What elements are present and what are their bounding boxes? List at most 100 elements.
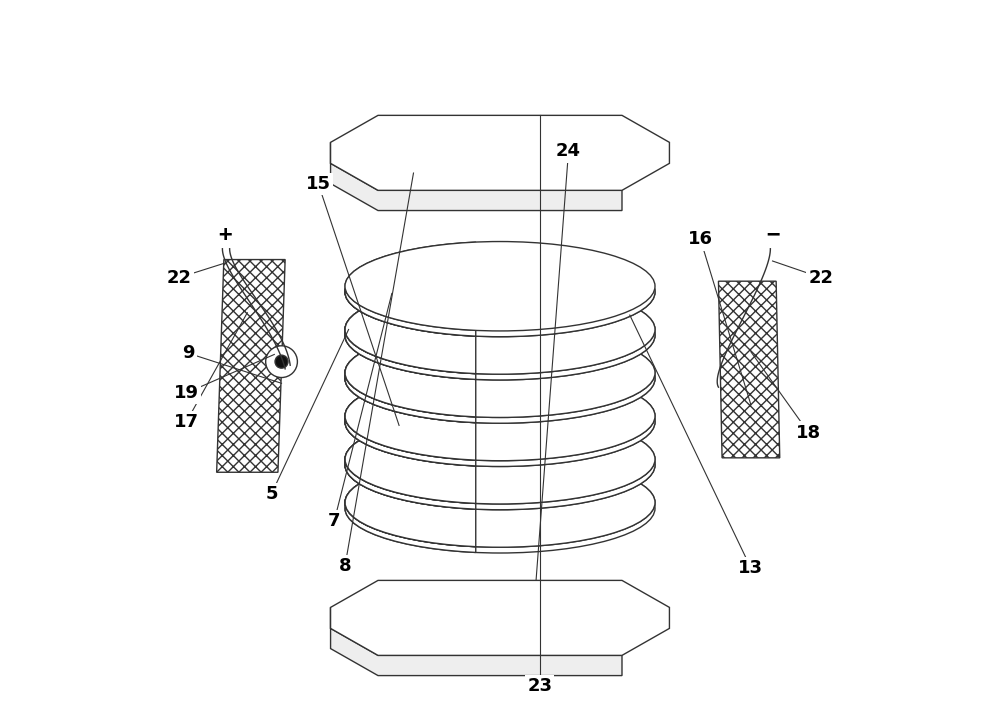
- Point: [505, 298, 521, 310]
- Point: [588, 433, 604, 445]
- Point: [505, 428, 521, 440]
- Point: [473, 341, 489, 353]
- Point: [456, 340, 472, 352]
- Point: [573, 348, 589, 359]
- Point: [433, 433, 449, 445]
- Point: [481, 345, 497, 357]
- Point: [636, 373, 652, 384]
- Point: [614, 433, 630, 444]
- Point: [470, 389, 486, 401]
- Point: [574, 355, 590, 366]
- Point: [479, 348, 495, 360]
- Point: [558, 340, 574, 352]
- Point: [443, 362, 459, 373]
- Point: [436, 311, 452, 323]
- Point: [557, 362, 573, 373]
- Point: [427, 437, 443, 448]
- Point: [467, 394, 483, 405]
- Point: [623, 360, 639, 371]
- Point: [591, 294, 607, 306]
- Point: [542, 384, 558, 396]
- Point: [553, 267, 569, 278]
- Point: [561, 450, 577, 461]
- Point: [469, 296, 485, 308]
- Point: [486, 306, 502, 318]
- Point: [581, 470, 597, 482]
- Point: [371, 352, 387, 363]
- Point: [428, 277, 444, 288]
- Point: [365, 320, 381, 332]
- Point: [569, 340, 585, 351]
- Text: 18: 18: [796, 424, 821, 441]
- Point: [454, 299, 470, 311]
- Point: [532, 327, 548, 339]
- Point: [361, 367, 377, 379]
- Polygon shape: [345, 335, 476, 460]
- Point: [594, 309, 610, 320]
- Point: [632, 365, 648, 376]
- Point: [387, 350, 403, 362]
- Ellipse shape: [345, 415, 655, 504]
- Point: [542, 298, 558, 309]
- Point: [383, 310, 399, 322]
- Point: [468, 299, 484, 311]
- Point: [390, 329, 406, 341]
- Point: [550, 423, 566, 435]
- Point: [596, 363, 612, 375]
- Point: [400, 409, 416, 420]
- Point: [447, 399, 463, 411]
- Point: [378, 413, 394, 425]
- Point: [532, 353, 548, 365]
- Point: [439, 258, 455, 270]
- Point: [525, 283, 541, 294]
- Point: [573, 477, 589, 489]
- Ellipse shape: [345, 328, 655, 417]
- Point: [588, 342, 604, 354]
- Point: [561, 294, 577, 306]
- Point: [533, 450, 549, 461]
- Point: [467, 298, 483, 310]
- Point: [355, 417, 371, 428]
- Point: [570, 482, 586, 493]
- Point: [374, 379, 390, 391]
- Point: [486, 393, 502, 404]
- Point: [393, 475, 409, 487]
- Point: [501, 438, 517, 449]
- Ellipse shape: [345, 420, 655, 510]
- Point: [409, 485, 425, 496]
- Point: [396, 404, 412, 416]
- Point: [436, 268, 452, 280]
- Point: [592, 471, 608, 482]
- Point: [486, 302, 502, 314]
- Point: [358, 419, 374, 430]
- Point: [406, 319, 422, 330]
- Point: [513, 322, 529, 334]
- Point: [456, 376, 472, 387]
- Point: [384, 438, 400, 450]
- Point: [533, 483, 549, 495]
- Point: [597, 295, 613, 306]
- Point: [486, 436, 502, 448]
- Point: [515, 335, 531, 347]
- Point: [498, 268, 514, 280]
- Point: [385, 466, 401, 478]
- Point: [425, 289, 441, 301]
- Point: [609, 375, 625, 386]
- Point: [430, 425, 446, 437]
- Point: [464, 396, 480, 407]
- Point: [505, 311, 521, 322]
- Point: [503, 348, 519, 359]
- Point: [545, 347, 561, 358]
- Point: [540, 348, 556, 360]
- Circle shape: [266, 346, 297, 378]
- Point: [516, 441, 532, 453]
- Point: [595, 434, 611, 446]
- Point: [623, 358, 639, 369]
- Ellipse shape: [345, 285, 655, 374]
- Point: [386, 330, 402, 342]
- Point: [573, 362, 589, 373]
- Point: [504, 375, 520, 386]
- Point: [439, 345, 455, 356]
- Point: [562, 389, 578, 400]
- Point: [588, 304, 604, 315]
